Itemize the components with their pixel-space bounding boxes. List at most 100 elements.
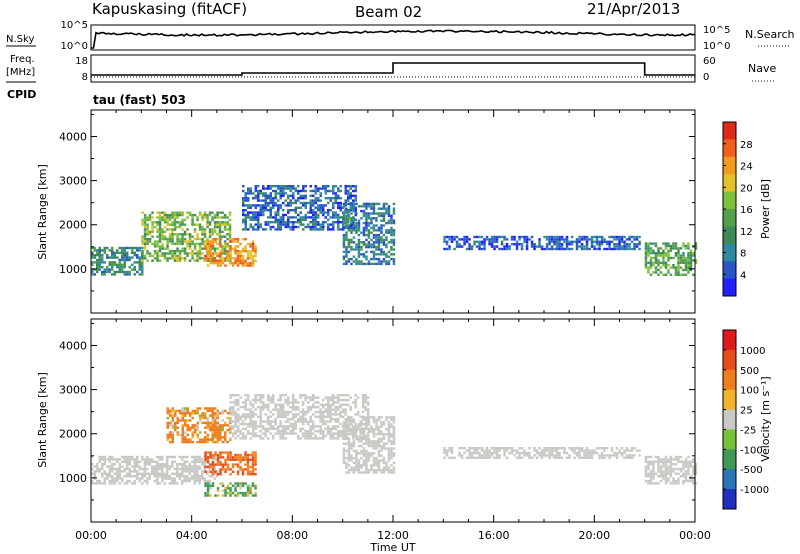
data-cell [176, 472, 179, 475]
data-cell [113, 482, 116, 485]
data-cell [214, 414, 217, 417]
data-cell [518, 451, 521, 455]
data-cell [146, 223, 149, 226]
data-cell [367, 224, 371, 227]
data-cell [156, 259, 159, 262]
data-cell [478, 456, 481, 459]
data-cell [657, 254, 660, 257]
data-cell [219, 252, 222, 255]
data-cell [578, 456, 581, 459]
data-cell [234, 252, 237, 255]
data-cell [355, 452, 358, 455]
data-cell [228, 235, 232, 238]
data-cell [367, 440, 371, 443]
data-cell [188, 463, 191, 466]
data-cell [181, 237, 184, 241]
data-cell [565, 451, 569, 455]
data-cell [385, 202, 388, 206]
data-cell [191, 424, 194, 427]
data-cell [334, 213, 337, 217]
data-cell [158, 455, 161, 459]
data-cell [161, 242, 164, 246]
data-cell [231, 434, 235, 438]
data-cell [392, 219, 396, 222]
data-cell [354, 199, 357, 202]
data-cell [360, 456, 363, 460]
x-tick-label: 00:00 [75, 529, 107, 542]
data-cell [628, 247, 631, 251]
data-cell [121, 246, 124, 250]
data-cell [98, 249, 101, 252]
data-cell [334, 432, 337, 435]
data-cell [272, 206, 275, 209]
data-cell [183, 240, 187, 243]
data-cell [161, 465, 164, 468]
colorbar-segment [723, 191, 736, 210]
data-cell [387, 416, 391, 419]
data-cell [176, 242, 179, 246]
data-cell [647, 249, 650, 252]
data-cell [143, 235, 147, 238]
data-cell [528, 451, 531, 455]
data-cell [558, 447, 561, 450]
data-cell [254, 427, 257, 430]
data-cell [254, 463, 257, 466]
data-cell [252, 218, 255, 221]
data-cell [362, 449, 366, 453]
noise-sky-trace [91, 29, 696, 49]
data-cell [257, 223, 260, 226]
data-cell [252, 197, 255, 200]
data-cell [694, 244, 698, 248]
data-cell [390, 456, 393, 460]
colorbar-segment [723, 261, 736, 280]
data-cell [93, 268, 96, 271]
data-cell [674, 254, 678, 257]
data-cell [181, 223, 184, 226]
data-cell [672, 256, 675, 260]
data-cell [613, 238, 616, 241]
data-cell [241, 427, 245, 430]
data-cell [138, 467, 141, 471]
data-cell [226, 453, 230, 457]
data-cell [286, 398, 290, 402]
data-cell [314, 228, 317, 231]
data-cell [679, 470, 683, 473]
y-tick-label: 2000 [59, 219, 87, 232]
data-cell [337, 218, 340, 221]
data-cell [98, 460, 101, 463]
data-cell [259, 401, 262, 404]
data-cell [583, 456, 586, 459]
data-cell [181, 438, 184, 441]
data-cell [350, 416, 353, 419]
data-cell [341, 415, 345, 418]
data-cell [176, 467, 179, 471]
data-cell [375, 217, 378, 220]
data-cell [204, 465, 207, 469]
data-cell [669, 244, 673, 248]
data-cell [161, 455, 164, 459]
data-cell [538, 454, 541, 457]
data-cell [608, 245, 611, 248]
data-cell [355, 435, 358, 438]
data-cell [332, 187, 335, 190]
data-cell [204, 484, 207, 488]
data-cell [319, 223, 322, 226]
data-cell [219, 468, 222, 471]
data-cell [357, 466, 361, 469]
data-cell [279, 420, 282, 423]
data-cell [354, 218, 357, 221]
data-cell [558, 243, 561, 246]
data-cell [312, 228, 315, 231]
data-cell [674, 482, 678, 485]
data-cell [294, 401, 297, 404]
data-cell [213, 249, 217, 253]
data-cell [535, 449, 539, 452]
data-cell [306, 432, 310, 435]
data-cell [473, 451, 476, 455]
data-cell [322, 221, 325, 224]
data-cell [503, 451, 506, 455]
data-cell [294, 408, 297, 411]
data-cell [345, 255, 348, 258]
data-cell [450, 235, 454, 239]
data-cell [657, 455, 660, 459]
